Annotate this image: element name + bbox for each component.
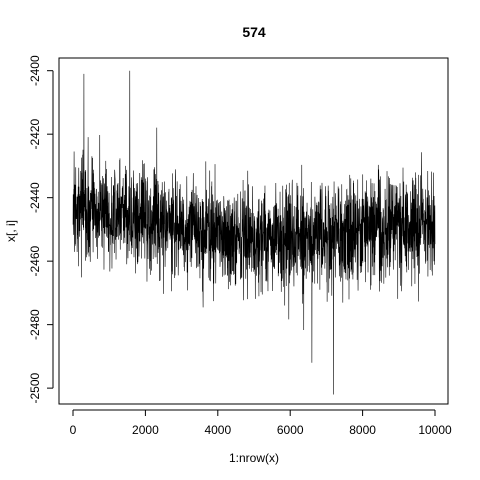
y-tick-label: -2420 xyxy=(28,119,42,150)
x-tick-label: 8000 xyxy=(349,423,376,437)
plot-area xyxy=(72,70,436,395)
x-tick-label: 0 xyxy=(70,423,77,437)
x-axis: 0 2000 4000 6000 8000 10000 xyxy=(70,409,452,437)
y-axis: -2500 -2480 -2460 -2440 -2420 -2400 xyxy=(28,55,54,403)
y-tick-label: -2480 xyxy=(28,309,42,340)
x-axis-label: 1:nrow(x) xyxy=(229,451,279,465)
chart-title: 574 xyxy=(242,24,266,40)
series-trace xyxy=(72,70,436,395)
y-tick-label: -2440 xyxy=(28,182,42,213)
x-tick-label: 2000 xyxy=(132,423,159,437)
x-tick-label: 6000 xyxy=(277,423,304,437)
y-tick-label: -2460 xyxy=(28,245,42,276)
y-tick-label: -2500 xyxy=(28,372,42,403)
y-axis-label: x[, i] xyxy=(4,220,18,242)
x-tick-label: 4000 xyxy=(204,423,231,437)
plot-border xyxy=(58,57,449,405)
x-tick-label: 10000 xyxy=(418,423,452,437)
y-tick-label: -2400 xyxy=(28,55,42,86)
